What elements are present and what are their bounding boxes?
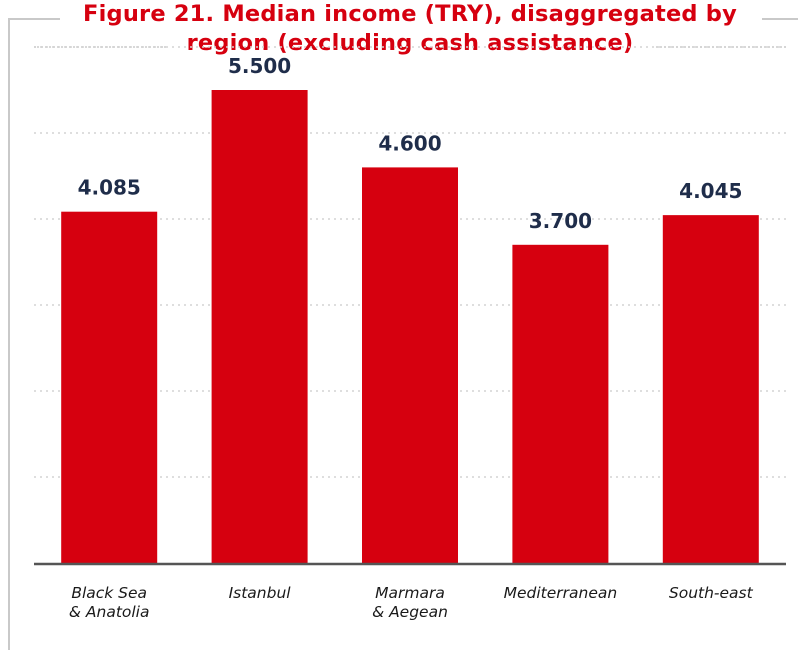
- x-tick-label: & Anatolia: [69, 603, 150, 621]
- title-dotted-rule-right: [656, 46, 786, 48]
- data-label: 4.045: [679, 179, 742, 203]
- data-label: 3.700: [529, 209, 592, 233]
- x-tick-label: Marmara: [375, 584, 445, 602]
- data-label: 5.500: [228, 54, 291, 78]
- data-label: 4.600: [378, 131, 441, 155]
- chart-title: Figure 21. Median income (TRY), disaggre…: [60, 0, 760, 58]
- chart-title-line-2: region (excluding cash assistance): [186, 30, 634, 56]
- figure-frame-top-right: [762, 18, 798, 20]
- x-tick-label: Mediterranean: [504, 584, 618, 602]
- bar: [61, 211, 158, 563]
- x-tick-label: South-east: [669, 584, 754, 602]
- figure-frame-top-left: [8, 18, 60, 20]
- bar: [211, 90, 308, 563]
- x-tick-label: Black Sea: [71, 584, 147, 602]
- bar: [662, 215, 759, 563]
- bar: [512, 244, 609, 564]
- chart-title-line-1: Figure 21. Median income (TRY), disaggre…: [83, 1, 737, 27]
- x-tick-label: Istanbul: [229, 584, 292, 602]
- x-tick-label: & Aegean: [372, 603, 448, 621]
- data-label: 4.085: [78, 176, 141, 200]
- bar: [362, 167, 458, 563]
- figure-frame-left: [8, 18, 10, 650]
